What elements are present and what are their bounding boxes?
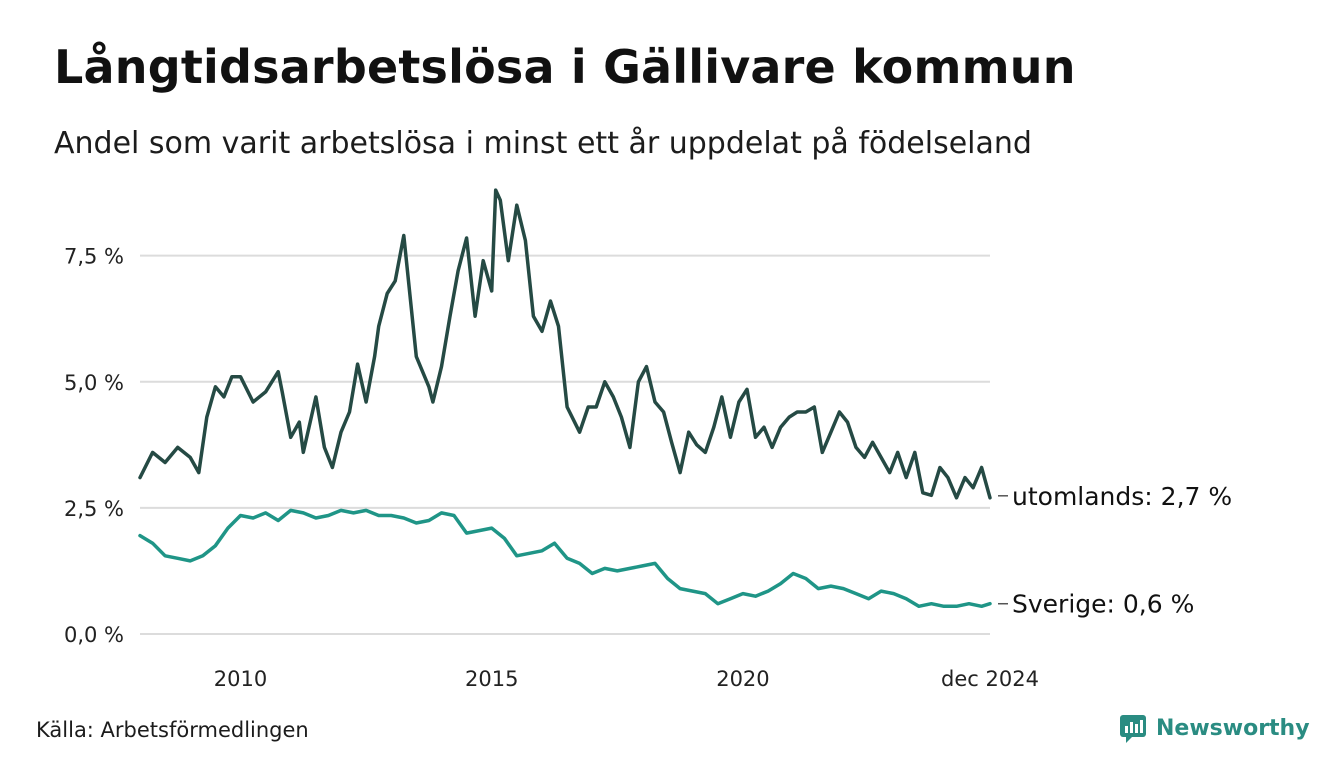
y-tick-label: 0,0 % [64,623,124,647]
chart-title: Långtidsarbetslösa i Gällivare kommun [54,40,1076,94]
brand-logo: Newsworthy [1118,712,1310,744]
source-note: Källa: Arbetsförmedlingen [36,718,309,742]
brand-name: Newsworthy [1156,715,1310,741]
y-tick-label: 7,5 % [64,245,124,269]
x-tick-label: 2010 [214,667,267,691]
newsworthy-logo-icon [1120,715,1146,743]
series-end-label: utomlands: 2,7 % [1012,482,1232,511]
chart-subtitle: Andel som varit arbetslösa i minst ett å… [54,126,1032,161]
line-chart: 0,0 % 2,5 % 5,0 % 7,5 % 2010 2015 2020 dec 2024… [64,188,1232,691]
series-end-label: Sverige: 0,6 % [1012,590,1194,619]
series-line-utomlands [138,188,992,500]
series-line-sverige [138,508,992,609]
x-tick-label: 2015 [465,667,518,691]
x-tick-label: 2020 [716,667,769,691]
y-tick-label: 2,5 % [64,497,124,521]
x-tick-label: dec 2024 [941,667,1039,691]
y-tick-label: 5,0 % [64,371,124,395]
